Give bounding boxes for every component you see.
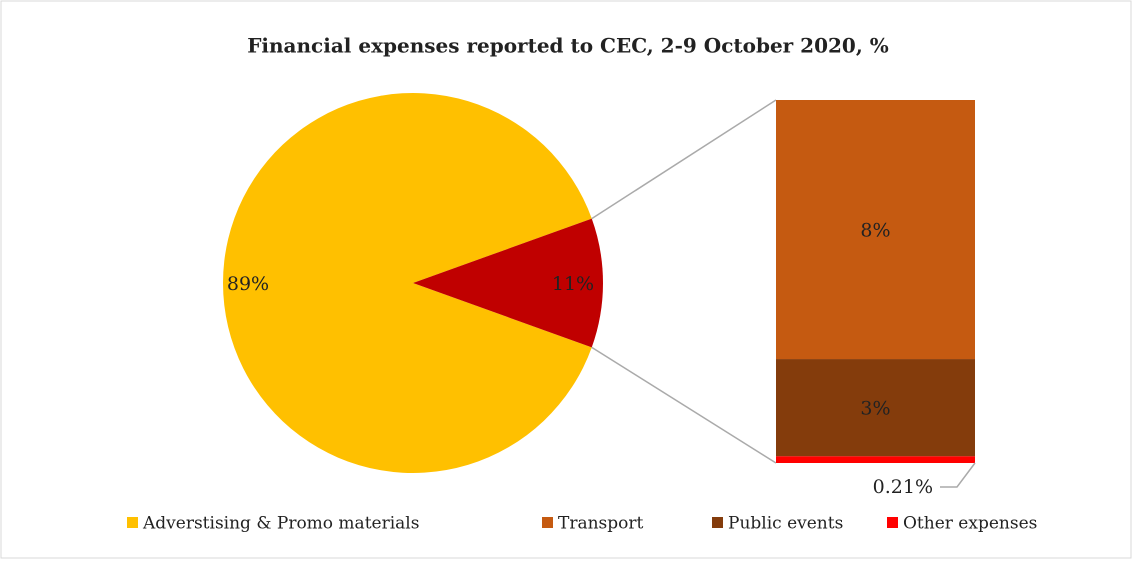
legend-label: Transport xyxy=(558,514,644,534)
legend-swatch xyxy=(542,517,553,528)
data-label: 8% xyxy=(860,220,890,242)
legend-label: Other expenses xyxy=(903,514,1037,534)
bar-segment xyxy=(776,359,975,457)
legend-swatch xyxy=(127,517,138,528)
data-label: 11% xyxy=(552,273,594,295)
leader-line xyxy=(940,462,976,488)
pie-slice xyxy=(223,93,592,474)
legend-label: Public events xyxy=(728,514,843,534)
bar-segment xyxy=(776,456,975,463)
data-label: 89% xyxy=(227,273,269,295)
data-label: 3% xyxy=(860,398,890,420)
connector xyxy=(591,346,777,464)
data-label: 0.21% xyxy=(873,476,933,498)
bar-segment xyxy=(776,100,975,360)
chart-title: Financial expenses reported to CEC, 2-9 … xyxy=(247,34,889,58)
pie-slice xyxy=(413,218,603,348)
legend-swatch xyxy=(712,517,723,528)
connector xyxy=(591,99,777,220)
legend-swatch xyxy=(887,517,898,528)
legend-label: Adverstising & Promo materials xyxy=(142,514,419,534)
